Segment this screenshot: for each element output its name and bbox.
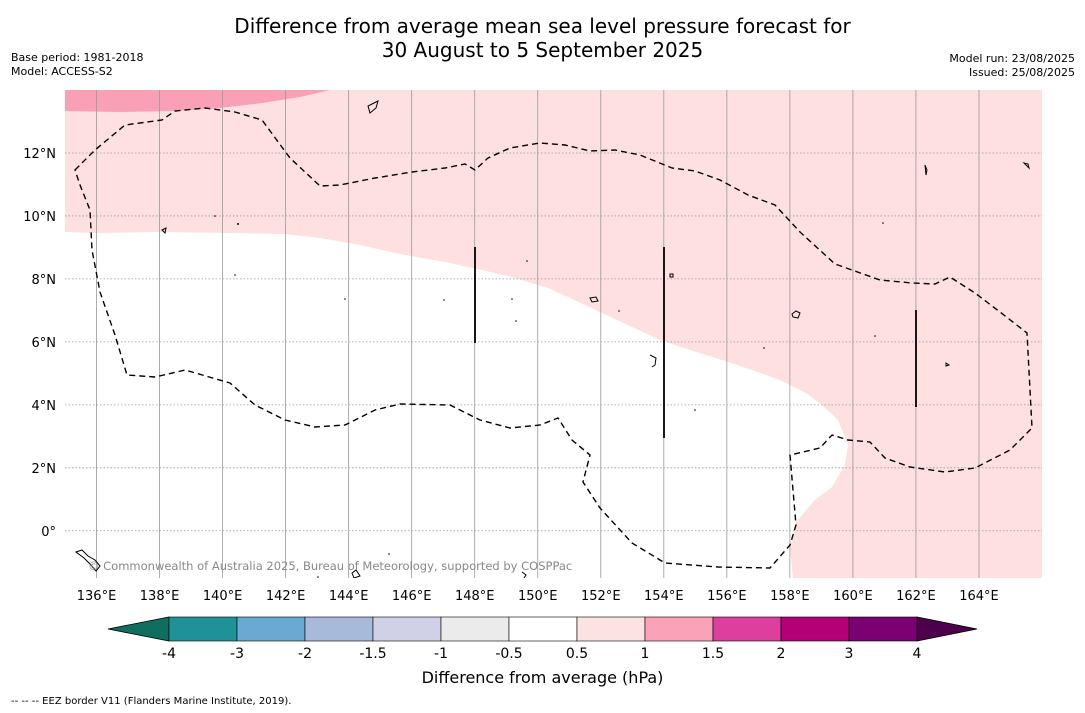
colorbar-extend-high xyxy=(916,616,978,642)
model-name: Model: ACCESS-S2 xyxy=(11,65,113,78)
colorbar-tick-label: -0.5 xyxy=(495,646,522,662)
colorbar-segment xyxy=(848,616,918,642)
lat-tick-label: 0° xyxy=(41,525,56,540)
lon-tick-label: 144°E xyxy=(329,589,369,604)
lon-tick-label: 136°E xyxy=(77,589,117,604)
eez-border xyxy=(74,107,1033,569)
colorbar-segment xyxy=(508,616,578,642)
island-pohnpei xyxy=(791,310,801,319)
copyright-text: © Commonwealth of Australia 2025, Bureau… xyxy=(88,559,572,573)
lon-tick-label: 162°E xyxy=(896,589,936,604)
lon-tick-label: 164°E xyxy=(959,589,999,604)
atoll-dot xyxy=(344,298,346,300)
lat-tick-label: 4°N xyxy=(32,399,57,414)
lat-tick-label: 2°N xyxy=(32,462,57,477)
colorbar-segment xyxy=(304,616,374,642)
island-small-3 xyxy=(521,571,527,578)
colorbar-segment xyxy=(576,616,646,642)
lon-tick-label: 146°E xyxy=(392,589,432,604)
meta-left: Base period: 1981-2018 Model: ACCESS-S2 xyxy=(11,51,143,79)
islands xyxy=(74,100,1030,578)
issued-date: Issued: 25/08/2025 xyxy=(968,66,1075,79)
atoll-dot xyxy=(763,347,765,349)
guide-lines xyxy=(474,247,917,438)
positive-anomaly-region xyxy=(65,90,1042,578)
meta-right: Model run: 23/08/2025 Issued: 25/08/2025 xyxy=(949,52,1075,80)
graticule xyxy=(65,90,1042,578)
chart-title: Difference from average mean sea level p… xyxy=(0,14,1085,62)
atoll-dot xyxy=(388,553,390,555)
title-line-2: 30 August to 5 September 2025 xyxy=(381,38,704,62)
atoll-dot xyxy=(237,223,239,225)
island-chuuk xyxy=(589,296,599,303)
lon-tick-label: 150°E xyxy=(518,589,558,604)
lon-tick-label: 154°E xyxy=(644,589,684,604)
atoll-dot xyxy=(526,260,528,262)
colorbar-tick-label: -4 xyxy=(162,646,176,662)
lon-tick-label: 140°E xyxy=(203,589,243,604)
atoll-dots xyxy=(214,215,884,578)
colorbar-segment xyxy=(168,616,238,642)
longitude-labels: 136°E 138°E 140°E 142°E 144°E 146°E 148°E 150°E… xyxy=(77,589,999,604)
lon-tick-label: 158°E xyxy=(770,589,810,604)
island-kosrae xyxy=(945,362,951,367)
island-northwest xyxy=(161,227,167,235)
colorbar: -4 -3 -2 -1.5 -1 -0.5 0.5 1 1.5 2 3 4 xyxy=(107,616,978,662)
colorbar-segment xyxy=(712,616,782,642)
colorbar-tick-label: 1 xyxy=(641,646,650,662)
island-east-1 xyxy=(1022,162,1030,170)
lon-tick-label: 160°E xyxy=(833,589,873,604)
lat-tick-label: 10°N xyxy=(23,210,56,225)
colorbar-segment xyxy=(440,616,510,642)
lat-tick-label: 12°N xyxy=(23,147,56,162)
colorbar-tick-label: -1 xyxy=(434,646,448,662)
colorbar-tick-label: 4 xyxy=(913,646,922,662)
lat-tick-label: 8°N xyxy=(32,273,57,288)
colorbar-tick-label: -2 xyxy=(298,646,312,662)
colorbar-segment xyxy=(644,616,714,642)
atoll-dot xyxy=(234,274,236,276)
colorbar-tick-label: -3 xyxy=(230,646,244,662)
base-period: Base period: 1981-2018 xyxy=(11,51,144,64)
lon-tick-label: 148°E xyxy=(455,589,495,604)
colorbar-segment xyxy=(236,616,306,642)
strong-positive-anomaly-region xyxy=(65,90,330,112)
latitude-labels: 12°N 10°N 8°N 6°N 4°N 2°N 0° xyxy=(23,147,56,540)
atoll-dot xyxy=(214,215,216,217)
lon-tick-label: 156°E xyxy=(707,589,747,604)
colorbar-tick-label: -1.5 xyxy=(359,646,386,662)
lon-tick-label: 138°E xyxy=(140,589,180,604)
colorbar-segment xyxy=(780,616,850,642)
atoll-dot xyxy=(443,299,445,301)
title-line-1: Difference from average mean sea level p… xyxy=(234,14,851,38)
lon-tick-label: 142°E xyxy=(266,589,306,604)
colorbar-tick-label: 2 xyxy=(777,646,786,662)
island-new-ireland xyxy=(74,549,101,572)
colorbar-title: Difference from average (hPa) xyxy=(421,668,664,687)
atoll-dot xyxy=(882,222,884,224)
atoll-dot xyxy=(694,409,696,411)
lon-tick-label: 152°E xyxy=(581,589,621,604)
colorbar-segment xyxy=(372,616,442,642)
atoll-dot xyxy=(515,320,517,322)
lat-tick-label: 6°N xyxy=(32,336,57,351)
atoll-dot xyxy=(317,576,319,578)
model-run: Model run: 23/08/2025 xyxy=(949,52,1075,65)
colorbar-tick-label: 1.5 xyxy=(702,646,724,662)
island-guam xyxy=(367,100,379,114)
atoll-dot xyxy=(511,298,513,300)
colorbar-tick-label: 3 xyxy=(845,646,854,662)
island-east-2 xyxy=(924,164,928,176)
island-small-2 xyxy=(649,354,657,368)
footnote: -- -- -- EEZ border V11 (Flanders Marine… xyxy=(11,696,292,707)
island-small-1 xyxy=(669,273,674,278)
atoll-dot xyxy=(874,335,876,337)
atoll-dot xyxy=(618,310,620,312)
colorbar-tick-label: 0.5 xyxy=(566,646,588,662)
colorbar-extend-low xyxy=(107,616,170,642)
island-bougainville xyxy=(351,569,361,578)
